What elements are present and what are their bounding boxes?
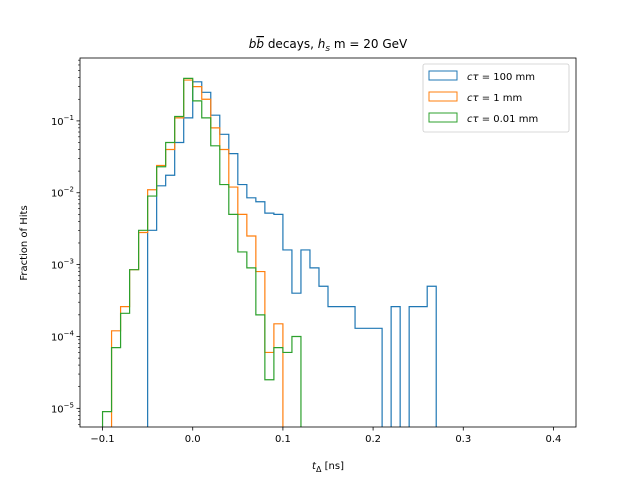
y-tick-label: 10−2 — [51, 186, 74, 200]
x-axis-label: tΔ [ns] — [312, 461, 344, 474]
title-bbar: b — [256, 37, 264, 51]
x-tick-label: −0.1 — [90, 434, 114, 445]
chart-title: bb decays, hs m = 20 GeV — [249, 37, 408, 54]
axes: −0.1 0.0 0.1 0.2 0.3 0.4 10−5 10−4 10−3 10−2 10−1 — [51, 57, 577, 445]
series-step-0 — [147, 81, 437, 427]
legend-swatch — [428, 91, 458, 102]
plot-area — [101, 77, 437, 427]
legend-entry: cτ = 0.01 mm — [467, 114, 538, 125]
legend-entry: cτ = 100 mm — [467, 72, 535, 83]
x-tick-label: 0.0 — [185, 434, 201, 445]
legend-swatch — [428, 70, 458, 81]
legend-entry: cτ = 1 mm — [467, 93, 522, 104]
y-tick-label: 10−5 — [51, 401, 74, 415]
x-tick-label: 0.1 — [275, 434, 291, 445]
legend-swatch — [428, 112, 458, 123]
y-axis-label: Fraction of Hits — [19, 205, 30, 280]
x-tick-label: 0.4 — [546, 434, 562, 445]
x-tick-label: 0.2 — [365, 434, 381, 445]
series-step-2 — [101, 77, 302, 427]
y-tick-label: 10−3 — [51, 258, 74, 272]
axes-frame — [79, 57, 577, 428]
y-tick-label: 10−1 — [51, 114, 74, 128]
y-tick-label: 10−4 — [51, 329, 75, 343]
x-tick-label: 0.3 — [455, 434, 471, 445]
legend: cτ = 100 mm cτ = 1 mm cτ = 0.01 mm — [422, 63, 570, 133]
legend-box — [422, 63, 570, 133]
